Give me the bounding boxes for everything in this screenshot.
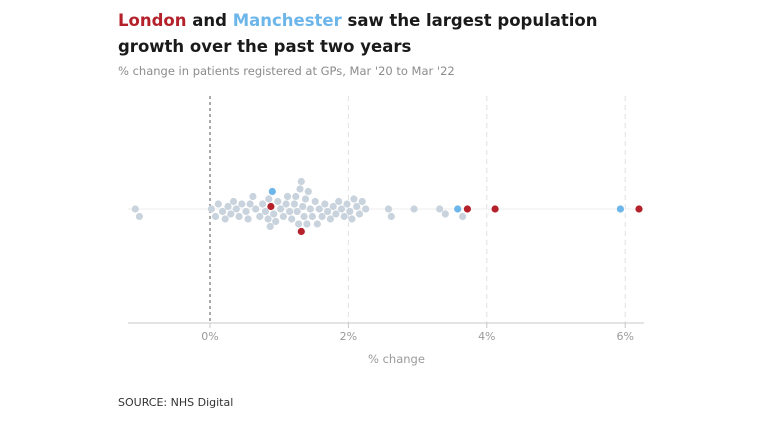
x-axis-ticks: 0% 2% 4% 6%	[201, 323, 634, 343]
data-point	[362, 205, 370, 213]
data-point	[277, 205, 285, 213]
data-point	[211, 212, 220, 221]
data-point-london	[463, 205, 471, 213]
data-point	[135, 212, 143, 221]
data-point	[283, 192, 292, 201]
data-point	[308, 212, 316, 221]
data-point-manchester	[454, 205, 462, 213]
data-point	[252, 205, 260, 213]
data-point	[303, 220, 311, 228]
data-point	[288, 215, 296, 223]
x-tick-label: 0%	[201, 330, 218, 343]
data-point	[295, 220, 303, 228]
data-point	[293, 207, 301, 216]
data-point	[224, 202, 232, 211]
data-point	[332, 210, 340, 218]
data-point	[297, 177, 305, 186]
data-point	[358, 197, 366, 206]
data-point	[304, 187, 312, 196]
data-point	[384, 205, 393, 213]
data-point	[311, 197, 319, 206]
data-point	[238, 200, 246, 208]
data-point	[218, 207, 227, 216]
data-point	[246, 200, 254, 208]
data-point-london	[267, 202, 275, 211]
data-point	[244, 215, 252, 223]
data-point	[326, 215, 334, 223]
data-point	[290, 200, 298, 208]
data-point	[353, 202, 361, 211]
data-point	[286, 207, 294, 216]
data-point	[321, 200, 329, 208]
title-and: and	[186, 11, 233, 30]
data-point	[348, 215, 356, 223]
data-point	[265, 195, 273, 203]
data-point	[340, 212, 348, 221]
data-point	[207, 205, 215, 213]
data-point	[214, 200, 222, 208]
data-point	[259, 200, 267, 208]
data-point-manchester	[616, 205, 625, 213]
data-point	[337, 205, 346, 213]
data-point	[355, 210, 364, 218]
data-point	[282, 200, 290, 208]
data-point	[227, 210, 235, 218]
title-manchester: Manchester	[232, 11, 342, 30]
data-point	[292, 192, 300, 201]
data-point	[221, 215, 229, 223]
data-point	[335, 197, 343, 206]
data-point	[299, 202, 307, 211]
data-point	[131, 205, 139, 213]
data-point	[270, 210, 278, 218]
data-point-london	[635, 205, 643, 213]
data-point	[343, 200, 351, 208]
data-point	[313, 220, 321, 228]
data-point	[350, 195, 358, 203]
data-point	[235, 212, 243, 221]
title-rest: saw the largest population growth over t…	[118, 11, 598, 56]
data-point	[229, 197, 238, 206]
data-point	[387, 212, 395, 221]
data-point	[300, 212, 308, 221]
data-point	[436, 205, 444, 213]
data-point	[249, 192, 257, 201]
x-tick-label: 4%	[478, 330, 495, 343]
data-point	[274, 197, 282, 206]
data-point	[301, 195, 310, 203]
data-point-london	[297, 227, 305, 236]
data-point	[256, 212, 264, 221]
data-point	[459, 212, 467, 221]
chart-subtitle: % change in patients registered at GPs, …	[118, 64, 455, 78]
chart-title: London and Manchester saw the largest po…	[118, 8, 658, 60]
source-note: SOURCE: NHS Digital	[118, 396, 234, 409]
data-point	[264, 215, 272, 223]
data-point-london	[491, 205, 499, 213]
data-point	[296, 185, 304, 193]
data-point	[261, 207, 269, 216]
x-axis-title: % change	[368, 352, 425, 366]
title-london: London	[118, 11, 187, 30]
data-point	[315, 205, 323, 213]
data-point	[272, 217, 280, 226]
data-point	[266, 222, 274, 231]
data-point-manchester	[268, 187, 276, 196]
data-point	[329, 202, 337, 211]
data-point	[441, 210, 449, 218]
data-point	[306, 205, 314, 213]
data-point	[346, 207, 354, 216]
data-point	[410, 205, 418, 213]
x-tick-label: 2%	[340, 330, 357, 343]
data-point	[279, 212, 287, 221]
x-tick-label: 6%	[616, 330, 633, 343]
data-point	[242, 207, 250, 216]
data-point	[318, 212, 326, 221]
data-point	[232, 205, 240, 213]
data-point	[324, 207, 332, 216]
data-points	[131, 177, 643, 236]
